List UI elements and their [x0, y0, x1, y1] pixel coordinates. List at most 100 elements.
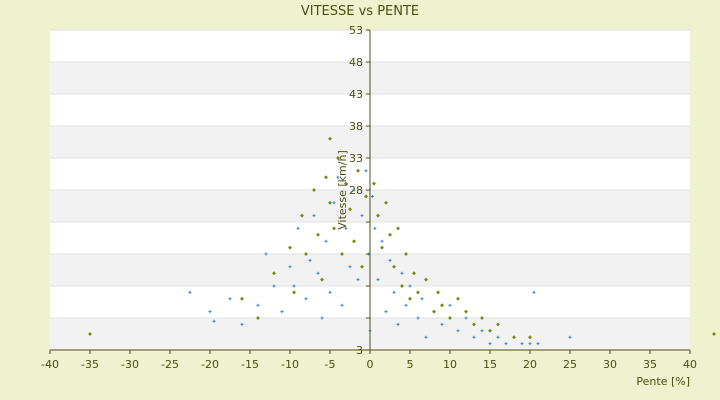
- x-tick-label: 5: [407, 358, 414, 371]
- data-point: [568, 335, 572, 339]
- data-point: [348, 265, 352, 269]
- data-point: [436, 290, 440, 295]
- x-tick-label: 10: [443, 358, 457, 371]
- data-point: [272, 284, 276, 288]
- x-tick-label: -5: [325, 358, 336, 371]
- x-tick-label: -15: [241, 358, 259, 371]
- data-point: [304, 297, 308, 301]
- data-point: [424, 335, 428, 339]
- data-point: [280, 310, 284, 314]
- data-point: [352, 239, 356, 244]
- data-point: [528, 342, 532, 346]
- data-point: [404, 303, 408, 307]
- data-point: [456, 329, 460, 333]
- x-tick-label: 0: [367, 358, 374, 371]
- data-point: [240, 296, 244, 301]
- data-point: [324, 239, 328, 243]
- data-point: [408, 284, 412, 288]
- x-tick-label: -20: [201, 358, 219, 371]
- x-tick-label: 40: [683, 358, 697, 371]
- data-point: [364, 169, 368, 173]
- data-point: [496, 322, 500, 327]
- x-tick-label: -35: [81, 358, 99, 371]
- data-point: [376, 213, 380, 218]
- data-point: [520, 342, 524, 346]
- data-point: [188, 290, 192, 294]
- data-point: [373, 226, 377, 230]
- data-point: [292, 290, 296, 295]
- series-1: [188, 169, 572, 346]
- data-point: [448, 316, 452, 320]
- data-point: [312, 188, 316, 192]
- data-point: [340, 252, 344, 256]
- data-point: [424, 277, 428, 282]
- x-tick-label: -10: [281, 358, 299, 371]
- data-point: [316, 271, 320, 275]
- data-point: [296, 226, 300, 230]
- data-point: [320, 277, 324, 282]
- data-point: [512, 335, 516, 340]
- data-point: [88, 332, 92, 336]
- data-point: [408, 296, 412, 301]
- data-point: [380, 245, 384, 250]
- y-tick-label: 33: [349, 152, 363, 165]
- x-tick-label: -30: [121, 358, 139, 371]
- data-point: [432, 309, 436, 314]
- data-point: [376, 278, 380, 282]
- x-tick-label: 15: [483, 358, 497, 371]
- data-point: [344, 226, 348, 230]
- data-point: [464, 316, 468, 320]
- y-tick-label: 3: [356, 344, 363, 357]
- y-tick-label: 43: [349, 88, 363, 101]
- data-point: [480, 329, 484, 333]
- data-point: [372, 181, 376, 186]
- data-point: [324, 175, 328, 180]
- data-point: [272, 271, 276, 276]
- data-point: [536, 342, 540, 346]
- chart-title: VITESSE vs PENTE: [301, 4, 419, 19]
- y-tick-label: 48: [349, 56, 363, 69]
- data-point: [400, 284, 404, 288]
- data-point: [332, 201, 336, 205]
- y-tick-label: 53: [349, 24, 363, 37]
- data-point: [212, 319, 216, 323]
- data-point: [228, 297, 232, 301]
- x-tick-label: -40: [41, 358, 59, 371]
- data-point: [208, 310, 212, 314]
- data-point: [496, 335, 500, 339]
- data-point: [356, 168, 360, 173]
- data-point: [488, 328, 492, 333]
- data-point: [336, 175, 340, 179]
- data-point: [448, 303, 452, 307]
- x-tick-label: 35: [643, 358, 657, 371]
- data-point: [488, 342, 492, 346]
- data-point: [256, 303, 260, 307]
- data-point: [348, 207, 352, 212]
- data-point: [320, 316, 324, 320]
- data-point: [304, 252, 308, 256]
- data-point: [456, 296, 460, 301]
- data-point: [332, 226, 336, 231]
- data-point: [480, 316, 484, 320]
- data-point: [472, 322, 476, 327]
- data-point: [300, 213, 304, 218]
- data-point: [504, 342, 508, 346]
- y-axis-label: Vitesse [km/h]: [336, 150, 349, 230]
- data-point: [412, 271, 416, 276]
- data-point: [328, 290, 332, 294]
- data-point: [316, 232, 320, 237]
- data-point: [388, 232, 392, 237]
- data-point: [532, 290, 536, 294]
- data-point: [356, 278, 360, 282]
- data-point: [384, 200, 388, 205]
- data-point: [420, 297, 424, 301]
- data-point: [396, 322, 400, 326]
- data-point: [288, 265, 292, 269]
- data-point: [404, 252, 408, 256]
- data-point: [360, 264, 364, 269]
- data-point: [388, 258, 392, 262]
- data-point: [240, 322, 244, 326]
- data-point: [308, 258, 312, 262]
- data-point: [380, 239, 384, 243]
